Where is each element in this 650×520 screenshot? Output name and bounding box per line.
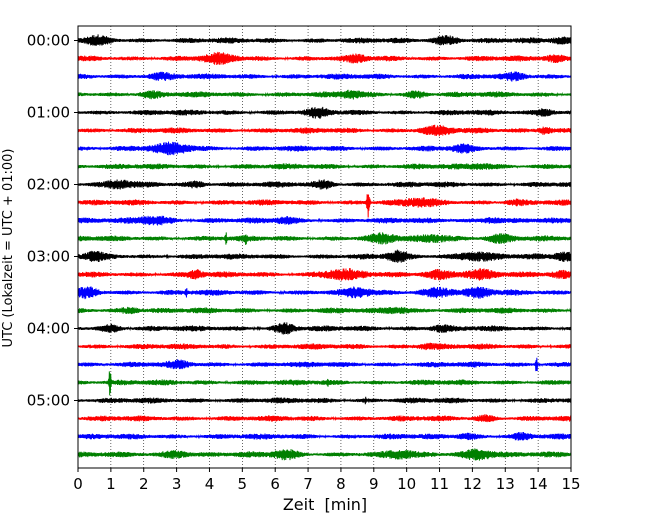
trace-0130 — [77, 141, 572, 156]
trace-0345 — [77, 306, 572, 315]
x-tick-label-2: 2 — [139, 475, 149, 493]
trace-0000 — [77, 34, 572, 46]
x-tick-label-0: 0 — [73, 475, 83, 493]
trace-0230 — [77, 215, 572, 226]
trace-0030 — [77, 71, 572, 82]
trace-0300 — [77, 249, 572, 263]
y-tick-label-3: 03:00 — [27, 248, 70, 266]
x-tick-label-13: 13 — [496, 475, 515, 493]
x-tick-label-12: 12 — [463, 475, 482, 493]
trace-0145 — [77, 163, 572, 170]
x-tick-label-11: 11 — [430, 475, 449, 493]
trace-0515 — [77, 414, 572, 423]
x-tick-label-7: 7 — [303, 475, 313, 493]
y-axis-label: UTC (Lokalzeit = UTC + 01:00) — [1, 149, 16, 348]
trace-0445 — [77, 371, 572, 396]
x-tick-label-5: 5 — [238, 475, 248, 493]
trace-0200 — [77, 179, 572, 190]
x-tick-label-10: 10 — [397, 475, 416, 493]
y-tick-label-4: 04:00 — [27, 320, 70, 338]
x-tick-label-15: 15 — [561, 475, 580, 493]
plot-frame — [77, 25, 572, 469]
trace-0430 — [77, 357, 572, 372]
y-tick-label-2: 02:00 — [27, 176, 70, 194]
trace-0015 — [77, 51, 572, 65]
y-tick-label-0: 00:00 — [27, 32, 70, 50]
trace-0315 — [77, 268, 572, 281]
trace-0245 — [77, 232, 572, 245]
x-axis-label: Zeit [min] — [283, 495, 367, 514]
trace-0215 — [77, 194, 572, 218]
x-tick-label-9: 9 — [369, 475, 379, 493]
y-axis-ticks: 00:00 01:00 02:00 03:00 04:00 05:00 — [27, 32, 78, 410]
trace-0545 — [77, 448, 572, 461]
x-tick-label-4: 4 — [205, 475, 215, 493]
trace-0330 — [77, 286, 572, 300]
x-axis-ticks: 0 1 2 3 4 5 6 7 8 9 10 11 12 13 14 15 — [73, 468, 581, 493]
trace-0045 — [77, 89, 572, 100]
trace-0100 — [77, 106, 572, 119]
y-tick-label-5: 05:00 — [27, 392, 70, 410]
trace-0400 — [77, 322, 572, 335]
trace-0115 — [77, 124, 572, 137]
x-tick-label-3: 3 — [172, 475, 182, 493]
trace-0500 — [77, 396, 572, 405]
x-tick-label-6: 6 — [270, 475, 280, 493]
x-tick-label-14: 14 — [529, 475, 548, 493]
seismogram-traces — [77, 34, 572, 461]
y-tick-label-1: 01:00 — [27, 104, 70, 122]
x-tick-label-1: 1 — [106, 475, 116, 493]
trace-0530 — [77, 432, 572, 441]
x-tick-label-8: 8 — [336, 475, 346, 493]
trace-0415 — [77, 342, 572, 351]
